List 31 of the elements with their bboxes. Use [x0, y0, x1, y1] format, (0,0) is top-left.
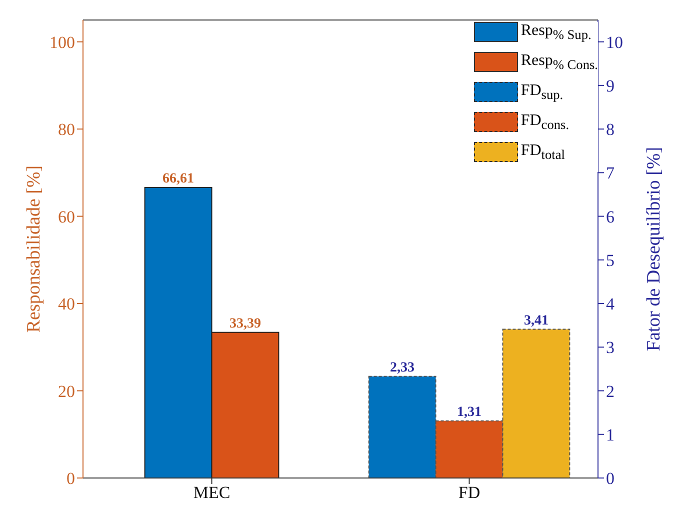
y2-tick-label: 3	[606, 338, 614, 358]
data-label: 33,39	[229, 316, 261, 332]
data-label: 1,31	[457, 404, 482, 420]
y-tick-label: 80	[58, 120, 75, 140]
y-tick-label: 40	[58, 294, 75, 314]
y-tick-label: 60	[58, 207, 75, 226]
y2-tick-label: 8	[606, 120, 614, 140]
legend-label: Resp$_{% Sup.}$	[520, 22, 592, 44]
y2-tick-label: 0	[606, 469, 614, 488]
data-label: 3,41	[524, 313, 548, 328]
y2-tick-label: 4	[606, 294, 615, 314]
y2-axis-title: Fator de Desequilíbrio [%]	[644, 146, 665, 352]
legend-label: FD$_{sup.}$	[520, 82, 564, 104]
y-tick-label: 100	[50, 32, 75, 52]
x-tick-label: FD	[458, 483, 480, 502]
y2-tick-label: 2	[606, 382, 614, 401]
x-tick-label: MEC	[193, 483, 230, 502]
legend-label: FD$_{cons.}$	[520, 112, 570, 134]
y2-tick-label: 9	[606, 76, 614, 96]
legend-label: Resp$_{% Cons.}$	[520, 52, 598, 74]
y2-tick-label: 1	[606, 425, 614, 444]
legend-label: FD$_{total}$	[520, 142, 565, 164]
y2-tick-label: 10	[606, 32, 623, 52]
y2-tick-label: 5	[606, 250, 614, 270]
y-tick-label: 0	[66, 469, 75, 488]
y2-tick-label: 7	[606, 164, 615, 183]
data-label: 2,33	[390, 360, 415, 376]
y-tick-label: 20	[58, 382, 75, 401]
y2-tick-label: 6	[606, 207, 614, 226]
y-axis-title: Responsabilidade [%]	[24, 165, 45, 333]
data-label: 66,61	[162, 171, 194, 186]
